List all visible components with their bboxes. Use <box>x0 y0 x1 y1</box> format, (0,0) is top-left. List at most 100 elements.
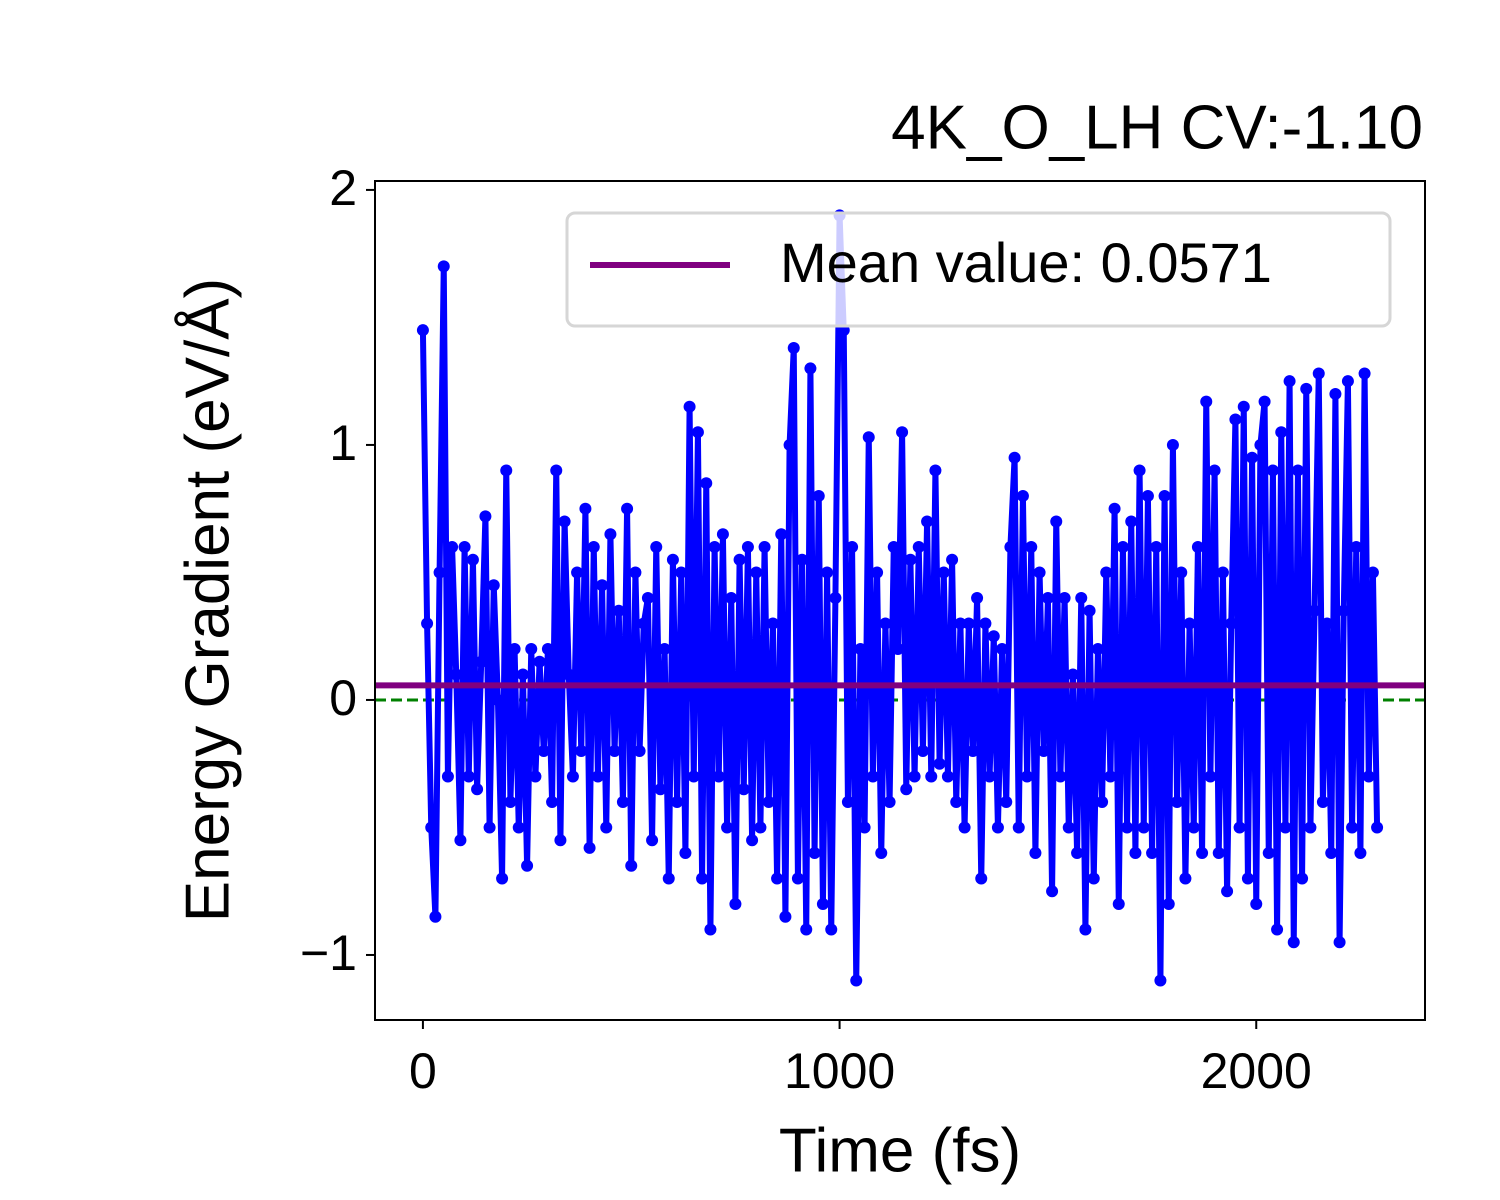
data-point <box>1075 591 1088 604</box>
data-point <box>1008 451 1021 464</box>
data-point <box>771 872 784 885</box>
data-point <box>716 528 729 541</box>
data-point <box>479 510 492 523</box>
data-point <box>1229 413 1242 426</box>
data-point <box>1012 821 1025 834</box>
data-point <box>1104 770 1117 783</box>
data-point <box>587 540 600 553</box>
data-point <box>433 566 446 579</box>
data-point <box>846 540 859 553</box>
data-point <box>871 566 884 579</box>
data-point <box>1366 566 1379 579</box>
data-point <box>604 528 617 541</box>
data-point <box>1112 897 1125 910</box>
data-point <box>796 553 809 566</box>
x-tick-label: 2000 <box>1201 1043 1312 1099</box>
data-point <box>1187 821 1200 834</box>
data-point <box>1058 591 1071 604</box>
data-point <box>608 744 621 757</box>
data-point <box>821 566 834 579</box>
data-point <box>841 795 854 808</box>
data-point <box>854 642 867 655</box>
data-point <box>625 859 638 872</box>
data-point <box>741 540 754 553</box>
data-point <box>996 642 1009 655</box>
data-point <box>791 872 804 885</box>
data-point <box>825 923 838 936</box>
data-point <box>1304 821 1317 834</box>
data-point <box>954 617 967 630</box>
data-point <box>1233 821 1246 834</box>
data-point <box>504 795 517 808</box>
data-point <box>1296 872 1309 885</box>
data-point <box>983 770 996 783</box>
data-point <box>512 821 525 834</box>
data-point <box>1358 367 1371 380</box>
data-point <box>887 540 900 553</box>
data-point <box>1225 617 1238 630</box>
data-point <box>779 910 792 923</box>
data-point <box>1346 821 1359 834</box>
data-point <box>525 642 538 655</box>
data-point <box>475 655 488 668</box>
data-point <box>891 642 904 655</box>
data-point <box>441 770 454 783</box>
data-point <box>1041 591 1054 604</box>
data-point <box>1216 566 1229 579</box>
data-point <box>1208 464 1221 477</box>
data-point <box>787 342 800 355</box>
data-point <box>933 757 946 770</box>
data-point <box>558 515 571 528</box>
data-point <box>1196 846 1209 859</box>
data-point <box>1016 489 1029 502</box>
data-point <box>571 566 584 579</box>
data-point <box>921 515 934 528</box>
data-point <box>683 400 696 413</box>
data-point <box>1141 489 1154 502</box>
data-point <box>691 426 704 439</box>
data-point <box>1279 821 1292 834</box>
data-point <box>491 693 504 706</box>
data-point <box>1083 604 1096 617</box>
data-point <box>929 464 942 477</box>
data-point <box>641 591 654 604</box>
data-point <box>612 604 625 617</box>
data-point <box>733 553 746 566</box>
data-point <box>1212 846 1225 859</box>
data-point <box>1125 515 1138 528</box>
data-point <box>1333 936 1346 949</box>
legend: Mean value: 0.0571 <box>565 211 1392 328</box>
data-point <box>979 617 992 630</box>
data-point <box>591 770 604 783</box>
data-point <box>1146 846 1159 859</box>
data-point <box>1191 540 1204 553</box>
data-point <box>1179 872 1192 885</box>
data-point <box>1000 795 1013 808</box>
data-point <box>516 668 529 681</box>
data-point <box>808 846 821 859</box>
data-point <box>1221 885 1234 898</box>
data-point <box>483 821 496 834</box>
x-axis-label: Time (fs) <box>779 1116 1021 1185</box>
legend-label: Mean value: 0.0571 <box>780 231 1272 294</box>
axes: 0 1000 2000 −1 0 1 2 <box>300 160 1426 1099</box>
data-point <box>1371 821 1384 834</box>
data-point <box>1204 770 1217 783</box>
data-point <box>812 489 825 502</box>
data-point <box>1037 744 1050 757</box>
data-point <box>1129 846 1142 859</box>
data-point <box>425 821 438 834</box>
data-point <box>533 655 546 668</box>
data-point <box>1183 617 1196 630</box>
data-point <box>962 617 975 630</box>
data-point <box>562 668 575 681</box>
data-point <box>816 897 829 910</box>
data-point <box>458 540 471 553</box>
data-point <box>1158 489 1171 502</box>
data-point <box>446 540 459 553</box>
data-point <box>700 477 713 490</box>
data-point <box>750 566 763 579</box>
data-point <box>579 502 592 515</box>
data-point <box>1362 770 1375 783</box>
data-point <box>879 617 892 630</box>
